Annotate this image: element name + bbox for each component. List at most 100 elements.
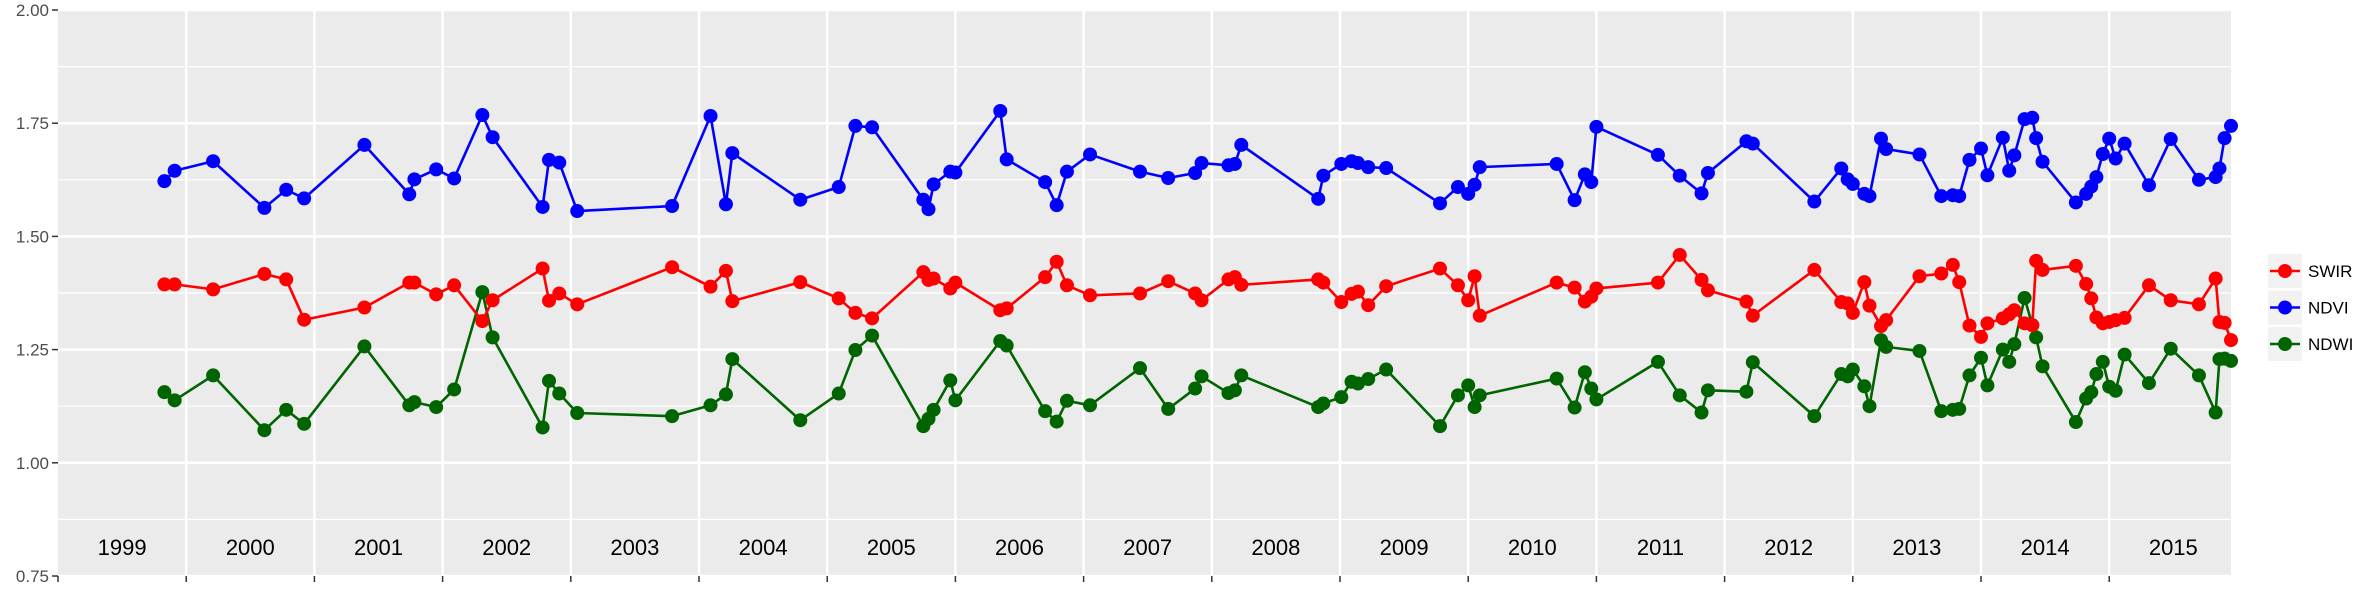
data-point-ndvi <box>1133 164 1148 179</box>
data-point-ndvi <box>429 162 444 177</box>
year-label: 2007 <box>1123 535 1172 560</box>
data-point-ndvi <box>407 172 422 187</box>
data-point-ndvi <box>865 120 880 135</box>
data-point-swir <box>1433 261 1448 276</box>
data-point-ndvi <box>1584 175 1599 190</box>
data-point-ndwi <box>157 385 172 400</box>
data-point-swir <box>1589 281 1604 296</box>
data-point-ndwi <box>665 409 680 424</box>
data-point-ndwi <box>1995 342 2010 357</box>
data-point-swir <box>447 278 462 293</box>
legend-point <box>2278 337 2292 351</box>
data-point-ndwi <box>1461 378 1476 393</box>
year-label: 2005 <box>867 535 916 560</box>
data-point-ndwi <box>475 285 490 300</box>
data-point-ndwi <box>2208 405 2223 420</box>
legend-label: NDVI <box>2308 299 2349 318</box>
legend-label: SWIR <box>2308 262 2352 281</box>
data-point-swir <box>1234 277 1249 292</box>
data-point-swir <box>665 260 680 275</box>
data-point-ndwi <box>793 413 808 428</box>
data-point-ndwi <box>1672 388 1687 403</box>
data-point-swir <box>1945 257 1960 272</box>
data-point-ndvi <box>1049 198 1064 213</box>
year-label: 2014 <box>2021 535 2070 560</box>
data-point-ndvi <box>1650 147 1665 162</box>
data-point-ndwi <box>1745 355 1760 370</box>
data-point-ndvi <box>2035 154 2050 169</box>
series-ndvi <box>157 103 2238 219</box>
data-point-ndwi <box>167 393 182 408</box>
data-point-ndwi <box>407 395 422 410</box>
data-point-ndvi <box>2102 131 2117 146</box>
year-label: 2003 <box>610 535 659 560</box>
data-point-ndwi <box>2141 376 2156 391</box>
data-point-ndwi <box>2191 368 2206 383</box>
data-point-swir <box>2007 303 2022 318</box>
data-point-ndwi <box>485 330 500 345</box>
data-point-ndvi <box>1311 191 1326 206</box>
data-point-ndvi <box>831 180 846 195</box>
data-point-ndwi <box>1194 369 1209 384</box>
data-point-ndvi <box>1379 161 1394 176</box>
data-point-swir <box>1650 275 1665 290</box>
data-point-swir <box>1857 275 1872 290</box>
data-point-swir <box>1567 280 1582 295</box>
data-point-ndwi <box>718 387 733 402</box>
data-point-ndwi <box>1083 398 1098 413</box>
data-point-ndwi <box>926 402 941 417</box>
data-point-swir <box>2084 291 2099 306</box>
year-label: 2009 <box>1380 535 1429 560</box>
data-point-swir <box>1083 288 1098 303</box>
data-point-ndwi <box>1589 392 1604 407</box>
data-point-ndvi <box>447 171 462 186</box>
data-point-ndvi <box>1549 156 1564 171</box>
data-point-ndwi <box>2017 290 2032 305</box>
data-point-ndvi <box>848 118 863 133</box>
legend-point <box>2278 300 2292 315</box>
data-point-swir <box>157 277 172 292</box>
data-point-ndvi <box>793 192 808 207</box>
data-point-ndwi <box>1316 396 1331 411</box>
data-point-swir <box>1952 275 1967 290</box>
data-point-ndwi <box>535 420 550 435</box>
year-label: 2001 <box>354 535 403 560</box>
data-point-ndvi <box>2212 161 2227 176</box>
data-point-swir <box>1845 305 1860 320</box>
data-point-ndwi <box>2108 383 2123 398</box>
data-point-ndwi <box>1980 378 1995 393</box>
data-point-ndvi <box>2095 146 2110 161</box>
data-point-swir <box>257 266 272 281</box>
data-point-ndvi <box>1472 160 1487 175</box>
data-point-ndwi <box>1934 404 1949 419</box>
data-point-ndvi <box>665 199 680 214</box>
data-point-swir <box>1472 308 1487 323</box>
data-point-ndwi <box>2224 353 2238 368</box>
data-point-ndvi <box>1962 152 1977 167</box>
data-point-ndvi <box>1161 170 1176 185</box>
y-tick-label: 1.75 <box>16 114 49 133</box>
data-point-swir <box>542 293 557 308</box>
data-point-ndwi <box>999 338 1014 353</box>
data-point-swir <box>2163 293 2178 308</box>
data-point-ndvi <box>1227 156 1242 171</box>
data-point-ndwi <box>1694 405 1709 420</box>
data-point-ndvi <box>2029 131 2044 146</box>
data-point-swir <box>793 275 808 290</box>
data-point-ndvi <box>1694 186 1709 201</box>
data-point-swir <box>1133 286 1148 301</box>
data-point-swir <box>948 275 963 290</box>
data-point-swir <box>206 282 221 297</box>
data-point-ndvi <box>948 165 963 180</box>
data-point-swir <box>485 293 500 308</box>
data-point-swir <box>718 263 733 278</box>
data-point-swir <box>703 279 718 294</box>
data-point-ndvi <box>1980 168 1995 183</box>
data-point-ndvi <box>1433 196 1448 211</box>
data-point-ndwi <box>2089 367 2104 382</box>
data-point-ndwi <box>257 423 272 438</box>
data-point-ndvi <box>1745 136 1760 151</box>
data-point-ndvi <box>1934 189 1949 204</box>
data-point-ndwi <box>1845 362 1860 377</box>
